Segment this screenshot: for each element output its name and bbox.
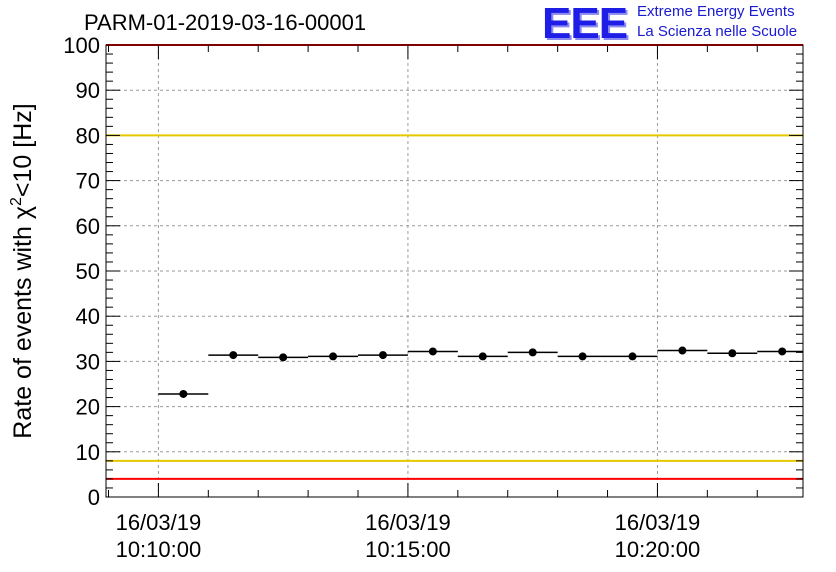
y-tick-label: 30 bbox=[76, 349, 100, 374]
y-tick-label: 70 bbox=[76, 169, 100, 194]
data-point bbox=[778, 347, 787, 356]
y-axis-label: Rate of events with χ2<10 [Hz] bbox=[8, 103, 37, 438]
y-tick-label: 100 bbox=[63, 33, 100, 58]
data-point-group bbox=[507, 348, 558, 357]
x-tick-label: 10:10:00 bbox=[116, 537, 202, 562]
data-point bbox=[428, 347, 437, 356]
y-tick-label: 50 bbox=[76, 259, 100, 284]
data-point bbox=[229, 351, 238, 360]
chart-title: PARM-01-2019-03-16-00001 bbox=[84, 10, 367, 35]
data-point-group bbox=[158, 389, 209, 398]
x-tick-label: 10:15:00 bbox=[365, 537, 451, 562]
data-point-group bbox=[208, 351, 259, 360]
data-point bbox=[478, 352, 487, 361]
y-tick-label: 80 bbox=[76, 123, 100, 148]
x-tick-date: 16/03/19 bbox=[365, 510, 451, 535]
data-point-group bbox=[407, 347, 458, 356]
data-point-group bbox=[358, 351, 408, 360]
data-point bbox=[279, 353, 288, 362]
data-point-group bbox=[457, 352, 508, 361]
data-point-group bbox=[757, 347, 803, 356]
y-tick-label: 20 bbox=[76, 395, 100, 420]
y-tick-label: 60 bbox=[76, 214, 100, 239]
data-point bbox=[828, 347, 836, 355]
data-point bbox=[329, 352, 338, 361]
x-tick-date: 16/03/19 bbox=[116, 510, 202, 535]
data-point-group bbox=[258, 353, 309, 362]
data-point-group bbox=[557, 352, 608, 361]
data-point-group bbox=[657, 346, 708, 355]
data-point bbox=[678, 346, 687, 355]
data-point bbox=[628, 352, 637, 361]
data-point bbox=[528, 348, 537, 357]
y-tick-label: 0 bbox=[88, 485, 100, 510]
x-tick-date: 16/03/19 bbox=[615, 510, 701, 535]
x-tick-label: 10:20:00 bbox=[615, 537, 701, 562]
data-point bbox=[728, 349, 737, 358]
data-point bbox=[378, 351, 387, 360]
y-tick-label: 40 bbox=[76, 304, 100, 329]
data-point-group bbox=[707, 349, 758, 358]
eee-logo: EEE bbox=[542, 0, 628, 48]
y-tick-label: 90 bbox=[76, 78, 100, 103]
data-point-group bbox=[308, 352, 359, 361]
logo-tagline-1: Extreme Energy Events bbox=[637, 3, 795, 20]
data-point bbox=[179, 389, 188, 398]
data-point bbox=[578, 352, 587, 361]
data-point-group bbox=[607, 352, 658, 361]
y-tick-label: 10 bbox=[76, 440, 100, 465]
data-point-group bbox=[807, 347, 836, 355]
logo-tagline-2: La Scienza nelle Scuole bbox=[637, 23, 798, 40]
